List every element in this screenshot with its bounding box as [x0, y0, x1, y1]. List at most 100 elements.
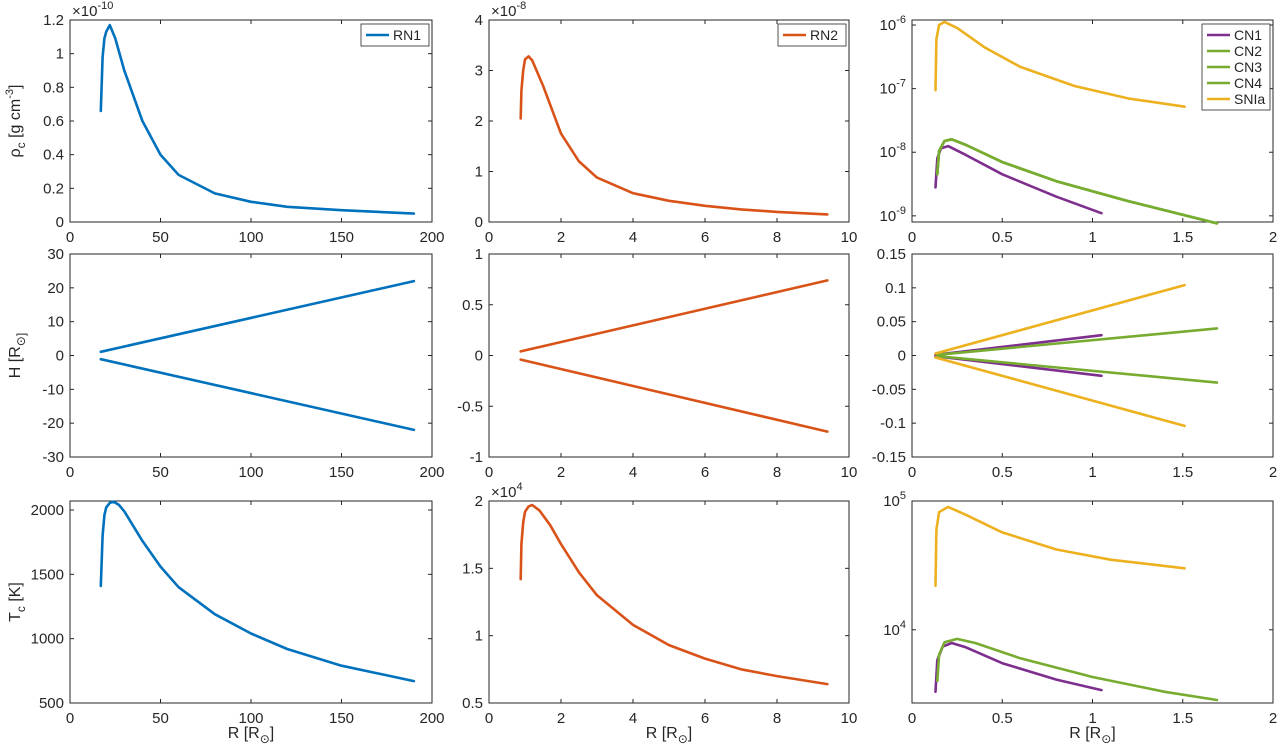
y-tick-label: -0.5	[457, 398, 483, 415]
series-line-snia-upper	[934, 283, 1186, 355]
x-tick-label: 1.5	[1172, 710, 1193, 727]
panel-H_RN1: 0 50 100 150 200 -30 -20 -10 0 10 20 30 H [R⊙]	[7, 246, 445, 481]
x-tick-label: 0	[908, 229, 916, 246]
axes-frame	[488, 19, 850, 223]
legend-label: RN1	[393, 27, 421, 43]
y-tick-label: 104	[883, 619, 906, 639]
x-axis-title: R [R⊙]	[646, 725, 693, 746]
panel-T_RN1: 0 50 100 150 200 500 1000 1500 2000 Tc [K] R [R⊙]	[7, 500, 445, 746]
y-tick-label: 10-8	[880, 141, 906, 161]
legend-label: CN4	[1234, 75, 1262, 91]
y-tick-label: 10-6	[880, 14, 906, 34]
y-tick-label: 1.2	[43, 12, 64, 29]
legend-label: RN2	[810, 27, 838, 43]
y-tick-label: -10	[42, 381, 64, 398]
x-tick-label: 10	[841, 710, 858, 727]
y-axis-multiplier: ×104	[491, 481, 523, 501]
legend: RN2	[777, 23, 847, 47]
x-tick-label: 4	[629, 464, 637, 481]
y-tick-label: 105	[883, 490, 906, 510]
x-tick-label: 1	[1088, 464, 1096, 481]
y-tick-label: 0.05	[877, 314, 906, 331]
series-line-rn2	[519, 503, 829, 686]
y-tick-label: 0.5	[462, 695, 483, 712]
y-tick-label: 1	[475, 164, 483, 181]
series-line-rn1-upper	[99, 279, 416, 354]
x-tick-label: 1.5	[1172, 229, 1193, 246]
series-line-cn2	[936, 637, 1219, 702]
x-axis-title: R [R⊙]	[228, 725, 275, 746]
x-tick-label: 0	[66, 710, 74, 727]
y-tick-label: 0.8	[43, 79, 64, 96]
x-tick-label: 2	[1269, 464, 1277, 481]
x-tick-label: 100	[238, 229, 263, 246]
x-tick-label: 8	[773, 710, 781, 727]
y-tick-label: 10	[47, 314, 64, 331]
series-line-rn1-lower	[99, 357, 416, 432]
y-tick-label: 1.5	[462, 560, 483, 577]
y-tick-label: 0.15	[877, 246, 906, 263]
axes-frame	[69, 19, 433, 223]
legend-box	[777, 23, 847, 47]
legend-label: CN3	[1234, 59, 1262, 75]
series-line-snia-lower	[934, 356, 1186, 428]
y-tick-label: -20	[42, 415, 64, 432]
y-tick-label: 0.5	[462, 297, 483, 314]
x-tick-label: 0	[485, 710, 493, 727]
y-tick-label: 20	[47, 280, 64, 297]
y-tick-label: -0.05	[872, 381, 906, 398]
y-tick-label: 1	[475, 246, 483, 263]
y-tick-label: 0.6	[43, 113, 64, 130]
legend: RN1	[360, 23, 430, 47]
x-tick-label: 0.5	[992, 229, 1013, 246]
x-tick-label: 8	[773, 464, 781, 481]
x-tick-label: 4	[629, 710, 637, 727]
y-tick-label: 0	[56, 348, 64, 365]
y-tick-label: 1000	[31, 631, 64, 648]
panel-rho_RN1: 0 50 100 150 200 0 0.2 0.4 0.6 0.8 1 1.2 ×10-10 ρc [g…	[4, 0, 445, 246]
y-tick-label: 0	[475, 348, 483, 365]
axes-frame	[488, 500, 850, 704]
y-tick-label: 30	[47, 246, 64, 263]
y-tick-label: -30	[42, 449, 64, 466]
x-tick-label: 10	[841, 229, 858, 246]
x-tick-label: 2	[557, 464, 565, 481]
axes-frame	[911, 253, 1274, 458]
legend-label: SNIa	[1234, 91, 1265, 107]
legend-label: CN1	[1234, 27, 1262, 43]
panel-H_CN: 0 0.5 1 1.5 2 -0.15 -0.1 -0.05 0 0.05 0.1 0.15	[872, 246, 1277, 481]
y-tick-label: 1500	[31, 566, 64, 583]
x-tick-label: 2	[1269, 710, 1277, 727]
x-tick-label: 0.5	[992, 710, 1013, 727]
panel-rho_RN2: 0 2 4 6 8 10 0 1 2 3 4 ×10-8 RN2	[475, 0, 858, 246]
y-axis-title: ρc [g cm-3]	[4, 85, 28, 158]
y-tick-label: -0.1	[880, 415, 906, 432]
legend-box	[360, 23, 430, 47]
x-tick-label: 150	[329, 464, 354, 481]
y-tick-label: 2	[475, 113, 483, 130]
y-axis-multiplier: ×10-8	[491, 0, 526, 20]
y-tick-label: 0	[898, 348, 906, 365]
y-axis-multiplier: ×10-10	[72, 0, 113, 20]
x-tick-label: 1.5	[1172, 464, 1193, 481]
x-tick-label: 6	[701, 710, 709, 727]
x-tick-label: 50	[152, 229, 169, 246]
y-axis-title: Tc [K]	[7, 582, 28, 622]
y-tick-label: -1	[470, 449, 483, 466]
y-tick-label: 1	[475, 628, 483, 645]
panel-rho_CN: 0 0.5 1 1.5 2 10-9 10-8 10-7 10-6 CN1CN2CN3CN4SNI…	[880, 14, 1278, 246]
y-tick-label: 10-7	[880, 78, 906, 98]
panel-T_RN2: 0 2 4 6 8 10 0.5 1 1.5 2 ×104 R [R⊙]	[462, 481, 857, 746]
legend-label: CN2	[1234, 43, 1262, 59]
x-tick-label: 4	[629, 229, 637, 246]
y-tick-label: 500	[39, 695, 64, 712]
x-tick-label: 1	[1088, 229, 1096, 246]
y-tick-label: 0.2	[43, 180, 64, 197]
x-tick-label: 2	[557, 229, 565, 246]
x-tick-label: 200	[419, 710, 444, 727]
series-line-snia	[934, 20, 1186, 108]
y-tick-label: 2000	[31, 502, 64, 519]
series-line-rn2	[519, 55, 829, 216]
